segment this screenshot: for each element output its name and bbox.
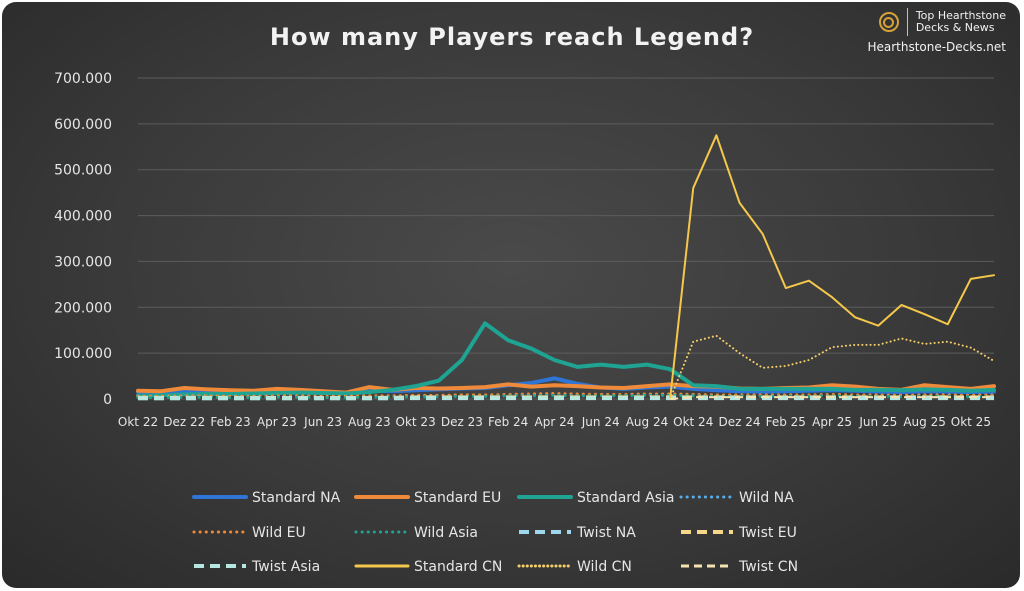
legend: Standard NA Standard EU Standard Asia Wild … xyxy=(192,490,798,575)
legend-label: Standard NA xyxy=(252,490,341,506)
legend-item: Twist CN xyxy=(681,559,798,575)
series-lines xyxy=(136,134,996,401)
x-tick-label: Okt 23 xyxy=(396,415,436,429)
legend-label: Twist Asia xyxy=(251,559,320,575)
x-tick-label: Feb 23 xyxy=(210,415,250,429)
x-tick-label: Apr 24 xyxy=(535,415,575,429)
hearthstone-swirl-icon xyxy=(878,12,899,32)
legend-label: Standard EU xyxy=(414,490,501,506)
y-tick-label: 700.000 xyxy=(54,71,112,87)
x-tick-label: Dez 24 xyxy=(719,415,761,429)
x-tick-label: Okt 24 xyxy=(673,415,713,429)
y-tick-label: 300.000 xyxy=(54,254,112,270)
x-tick-label: Feb 24 xyxy=(488,415,528,429)
x-tick-label: Jun 24 xyxy=(581,415,620,429)
legend-item: Wild CN xyxy=(517,559,632,575)
series-line-standard-cn xyxy=(669,134,995,400)
x-tick-label: Feb 25 xyxy=(766,415,806,429)
legend-item: Wild NA xyxy=(679,490,794,506)
x-tick-label: Jun 23 xyxy=(303,415,342,429)
legend-label: Twist CN xyxy=(738,559,798,575)
x-tick-label: Aug 23 xyxy=(348,415,391,429)
x-tick-label: Apr 23 xyxy=(257,415,297,429)
x-tick-label: Okt 25 xyxy=(951,415,991,429)
legend-item: Standard EU xyxy=(354,490,501,506)
legend-item: Twist NA xyxy=(519,525,636,541)
y-tick-label: 600.000 xyxy=(54,117,112,133)
legend-label: Wild Asia xyxy=(414,525,478,541)
brand-divider xyxy=(906,8,908,36)
x-tick-label: Aug 25 xyxy=(903,415,946,429)
legend-label: Twist NA xyxy=(576,525,636,541)
legend-label: Standard CN xyxy=(414,559,502,575)
series-line-standard-eu xyxy=(136,382,996,395)
legend-item: Standard Asia xyxy=(517,490,674,506)
chart-title: How many Players reach Legend? xyxy=(270,23,754,51)
legend-label: Wild NA xyxy=(739,490,794,506)
brand-site-link[interactable]: Hearthstone-Decks.net xyxy=(867,40,1006,54)
brand-block: Top Hearthstone Decks & News Hearthstone… xyxy=(867,8,1006,54)
legend-item: Standard CN xyxy=(354,559,502,575)
y-tick-label: 0 xyxy=(103,392,112,408)
series-line-standard-asia xyxy=(136,321,996,398)
legend-item: Twist EU xyxy=(681,525,797,541)
y-tick-label: 500.000 xyxy=(54,163,112,179)
gridlines xyxy=(138,77,994,400)
x-tick-label: Aug 24 xyxy=(626,415,669,429)
legend-item: Standard NA xyxy=(192,490,341,506)
x-tick-label: Dez 23 xyxy=(441,415,483,429)
legend-item: Wild Asia xyxy=(354,525,478,541)
x-axis-ticks: Okt 22 Dez 22 Feb 23 Apr 23 Jun 23 Aug 23 Okt … xyxy=(118,415,991,429)
brand-name: Top Hearthstone Decks & News xyxy=(916,10,1006,34)
x-tick-label: Jun 25 xyxy=(858,415,897,429)
legend-item: Twist Asia xyxy=(194,559,320,575)
x-tick-label: Dez 22 xyxy=(163,415,205,429)
series-line-twist-cn xyxy=(670,396,994,400)
brand-name-line1: Top Hearthstone xyxy=(915,9,1006,22)
x-tick-label: Okt 22 xyxy=(118,415,158,429)
y-axis-ticks: 0 100.000 200.000 300.000 400.000 500.000 600.… xyxy=(54,71,112,408)
y-tick-label: 200.000 xyxy=(54,300,112,316)
legend-label: Twist EU xyxy=(738,525,797,541)
legend-label: Standard Asia xyxy=(577,490,674,506)
series-line-wild-cn xyxy=(669,334,995,400)
legend-item: Wild EU xyxy=(192,525,306,541)
x-tick-label: Apr 25 xyxy=(812,415,852,429)
legend-label: Wild CN xyxy=(577,559,632,575)
y-tick-label: 400.000 xyxy=(54,209,112,225)
y-tick-label: 100.000 xyxy=(54,346,112,362)
legend-label: Wild EU xyxy=(252,525,306,541)
brand-name-line2: Decks & News xyxy=(915,21,995,34)
